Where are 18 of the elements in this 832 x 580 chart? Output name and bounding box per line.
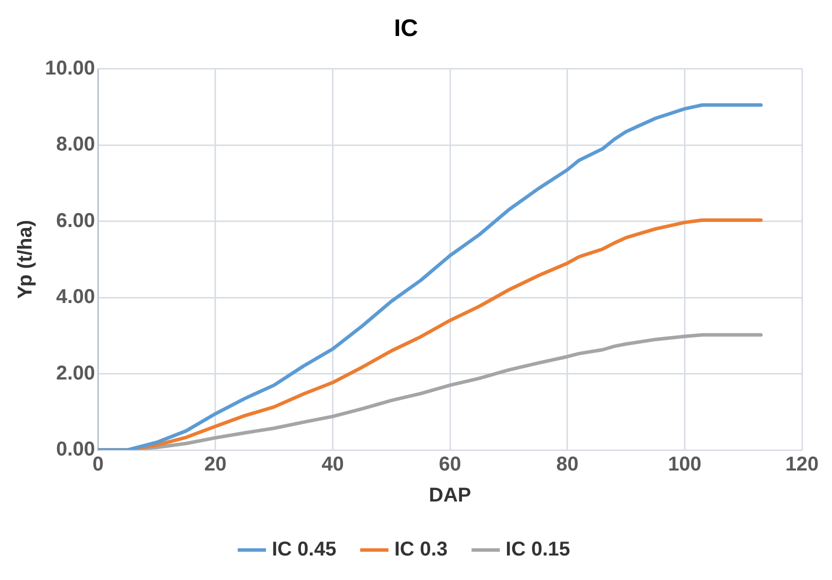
legend-label: IC 0.45 bbox=[272, 538, 336, 561]
x-tick-label: 0 bbox=[92, 454, 104, 476]
x-tick-label: 120 bbox=[785, 454, 819, 476]
x-tick-label: 40 bbox=[322, 454, 344, 476]
chart-title: IC bbox=[394, 15, 418, 42]
legend-label: IC 0.15 bbox=[506, 538, 570, 561]
y-tick-label: 10.00 bbox=[44, 57, 96, 80]
y-tick-label: 2.00 bbox=[56, 362, 96, 384]
x-tick-label: 100 bbox=[668, 454, 702, 476]
y-tick-label: 6.00 bbox=[56, 210, 96, 232]
x-tick-label: 80 bbox=[556, 454, 578, 476]
legend-label: IC 0.3 bbox=[394, 538, 448, 561]
x-tick-label: 60 bbox=[438, 454, 462, 476]
y-tick-label: 8.00 bbox=[56, 134, 96, 156]
y-tick-label: 4.00 bbox=[56, 286, 96, 308]
y-axis-title: Yp (t/ha) bbox=[14, 220, 37, 299]
x-axis-title: DAP bbox=[428, 484, 472, 507]
x-tick-label: 20 bbox=[204, 454, 226, 476]
